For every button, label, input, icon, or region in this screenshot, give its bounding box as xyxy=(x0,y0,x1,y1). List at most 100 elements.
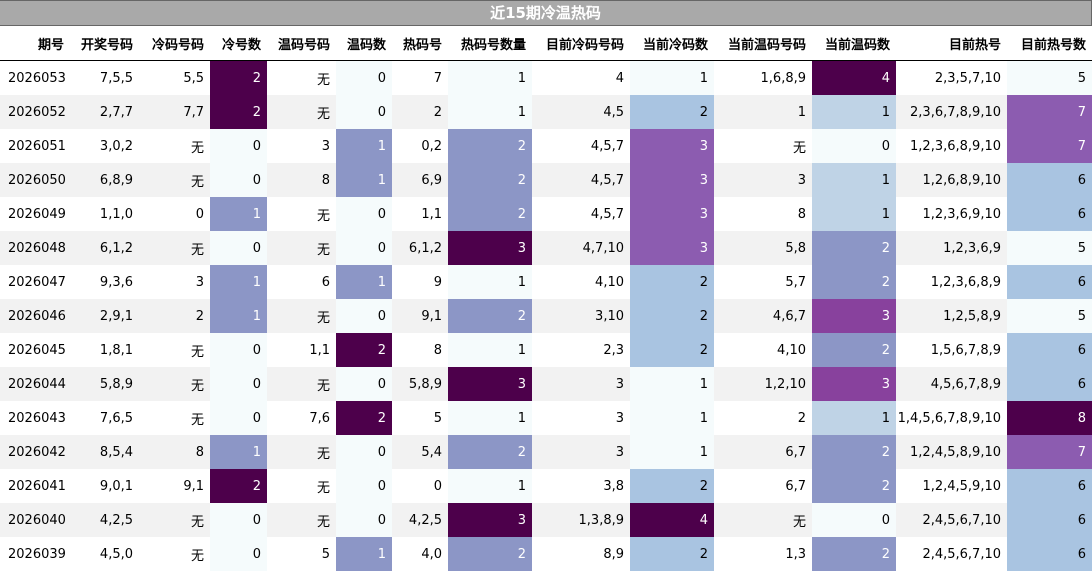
table-cell: 2 xyxy=(812,231,896,265)
table-cell: 0 xyxy=(336,231,392,265)
cold-warm-hot-table: 期号 开奖号码 冷码号码 冷号数 温码号码 温码数 热码号 热码号数量 目前冷码号码 当前冷码数当… xyxy=(0,26,1092,571)
column-header: 温码数 xyxy=(336,26,392,61)
column-header: 目前热号数 xyxy=(1007,26,1092,61)
table-cell: 1,1,0 xyxy=(70,197,139,231)
table-cell: 2,9,1 xyxy=(70,299,139,333)
table-cell: 无 xyxy=(139,367,210,401)
table-cell: 3,8 xyxy=(532,469,630,503)
table-cell: 0 xyxy=(336,435,392,469)
table-cell: 3,0,2 xyxy=(70,129,139,163)
table-cell: 1,1 xyxy=(267,333,336,367)
table-cell: 2 xyxy=(812,469,896,503)
table-cell: 2 xyxy=(812,537,896,571)
table-cell: 5,8,9 xyxy=(70,367,139,401)
table-cell: 无 xyxy=(139,333,210,367)
table-cell: 4,5,7 xyxy=(532,129,630,163)
column-header: 冷号数 xyxy=(210,26,267,61)
table-cell: 1 xyxy=(336,129,392,163)
table-cell: 9,3,6 xyxy=(70,265,139,299)
table-cell: 2,4,5,6,7,10 xyxy=(896,537,1007,571)
table-cell: 6 xyxy=(1007,333,1092,367)
table-cell: 9,0,1 xyxy=(70,469,139,503)
table-cell: 2 xyxy=(630,265,714,299)
table-cell: 无 xyxy=(267,231,336,265)
table-cell: 2 xyxy=(448,197,532,231)
table-cell: 2 xyxy=(812,333,896,367)
table-cell: 1,3,8,9 xyxy=(532,503,630,537)
column-header: 当前冷码数 xyxy=(630,26,714,61)
table-cell: 1 xyxy=(630,435,714,469)
table-cell: 0 xyxy=(336,60,392,95)
table-cell: 5,7 xyxy=(714,265,812,299)
table-cell: 无 xyxy=(139,503,210,537)
table-cell: 0 xyxy=(210,537,267,571)
table-cell: 5,5 xyxy=(139,60,210,95)
table-row: 2026051 3,0,2 无 0 3 1 0,2 2 4,5,7 3 无 0 1,2,3,6,8,9,… xyxy=(0,129,1092,163)
table-cell: 4,0 xyxy=(392,537,448,571)
table-cell: 2026039 xyxy=(0,537,70,571)
table-cell: 2 xyxy=(448,129,532,163)
table-cell: 7 xyxy=(1007,129,1092,163)
table-cell: 1 xyxy=(812,163,896,197)
column-header: 当前温码号码 xyxy=(714,26,812,61)
table-cell: 1,2,3,6,9 xyxy=(896,231,1007,265)
table-cell: 3 xyxy=(267,129,336,163)
table-cell: 4,5 xyxy=(532,95,630,129)
table-cell: 3 xyxy=(448,367,532,401)
table-cell: 0 xyxy=(336,299,392,333)
table-cell: 1 xyxy=(448,265,532,299)
table-cell: 1,2,3,6,9,10 xyxy=(896,197,1007,231)
table-cell: 8 xyxy=(1007,401,1092,435)
table-cell: 2026050 xyxy=(0,163,70,197)
table-cell: 2,7,7 xyxy=(70,95,139,129)
table-cell: 2 xyxy=(210,95,267,129)
table-cell: 2026049 xyxy=(0,197,70,231)
table-cell: 2 xyxy=(630,537,714,571)
table-cell: 6 xyxy=(1007,537,1092,571)
table-cell: 2 xyxy=(812,265,896,299)
table-row: 2026045 1,8,1 无 0 1,1 2 8 1 2,3 2 4,10 2 1,5,6,7,8,9… xyxy=(0,333,1092,367)
column-header: 目前冷码号码 xyxy=(532,26,630,61)
column-header: 开奖号码 xyxy=(70,26,139,61)
table-cell: 1 xyxy=(336,163,392,197)
table-cell: 3 xyxy=(532,401,630,435)
table-cell: 1,5,6,7,8,9 xyxy=(896,333,1007,367)
table-cell: 无 xyxy=(267,60,336,95)
table-cell: 1 xyxy=(210,265,267,299)
table-cell: 0 xyxy=(210,401,267,435)
table-cell: 4,5,6,7,8,9 xyxy=(896,367,1007,401)
table-cell: 0 xyxy=(336,503,392,537)
table-cell: 5 xyxy=(392,401,448,435)
table-cell: 2 xyxy=(336,401,392,435)
table-cell: 2 xyxy=(812,435,896,469)
column-header: 热码号 xyxy=(392,26,448,61)
table-row: 2026046 2,9,1 2 1 无 0 9,1 2 3,10 2 4,6,7 3 1,2,5,8,9… xyxy=(0,299,1092,333)
table-cell: 4,5,7 xyxy=(532,163,630,197)
table-cell: 2 xyxy=(392,95,448,129)
table-cell: 5 xyxy=(1007,60,1092,95)
table-cell: 1 xyxy=(448,95,532,129)
table-cell: 1,2,10 xyxy=(714,367,812,401)
table-row: 2026042 8,5,4 8 1 无 0 5,4 2 3 1 6,7 2 1,2,4,5,8,9,10… xyxy=(0,435,1092,469)
table-cell: 1,8,1 xyxy=(70,333,139,367)
table-cell: 0 xyxy=(336,469,392,503)
column-header: 热码号数量 xyxy=(448,26,532,61)
table-cell: 2 xyxy=(448,163,532,197)
table-cell: 4 xyxy=(812,60,896,95)
table-cell: 2026052 xyxy=(0,95,70,129)
table-cell: 6,8,9 xyxy=(70,163,139,197)
table-cell: 2026041 xyxy=(0,469,70,503)
table-cell: 5 xyxy=(1007,231,1092,265)
table-cell: 1,2,5,8,9 xyxy=(896,299,1007,333)
table-cell: 1,2,4,5,8,9,10 xyxy=(896,435,1007,469)
table-cell: 无 xyxy=(267,95,336,129)
table-cell: 3 xyxy=(532,435,630,469)
table-cell: 2026047 xyxy=(0,265,70,299)
table-cell: 1 xyxy=(448,333,532,367)
table-cell: 1 xyxy=(630,60,714,95)
table-cell: 0 xyxy=(812,503,896,537)
table-cell: 2026051 xyxy=(0,129,70,163)
table-cell: 0 xyxy=(336,95,392,129)
table-cell: 无 xyxy=(139,129,210,163)
table-cell: 4,5,7 xyxy=(532,197,630,231)
